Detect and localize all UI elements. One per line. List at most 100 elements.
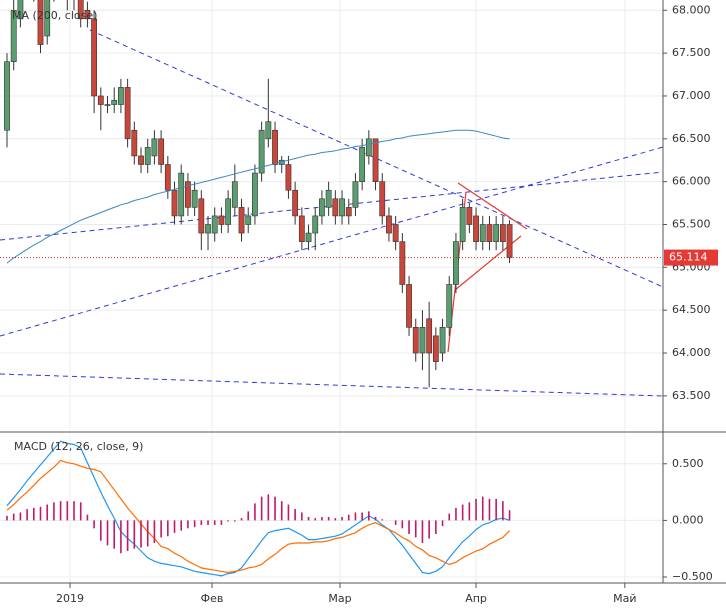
candle-body [473,215,479,242]
histogram-bar [401,520,404,529]
histogram-bar [495,498,497,521]
candle-body [272,129,278,165]
histogram-bar [368,511,370,521]
candle-body [211,215,218,234]
histogram-bar [53,502,55,521]
candle-body [151,138,158,157]
histogram-bar [153,520,156,544]
candle-body [292,189,299,217]
candle-body [104,104,111,106]
candle-body [158,138,165,165]
histogram-bar [441,520,444,527]
histogram-bar [428,520,430,539]
candle-body [205,224,211,234]
histogram-bar [394,520,397,525]
candle-body [365,138,372,157]
histogram-bar [408,520,410,534]
candle-body [446,284,453,328]
trend-line [89,29,663,288]
candle-body [185,181,191,208]
candle-body [252,172,258,217]
histogram-bar [381,519,384,521]
histogram-bar [73,501,75,521]
histogram-bar [173,520,176,533]
candle-body [392,224,399,242]
candle-body [178,172,185,217]
histogram-bar [347,514,350,521]
candle-body [372,138,379,182]
candle-body [493,224,500,242]
histogram-bar [374,517,377,521]
candle-body [218,215,225,225]
y-tick-label: 65.500 [672,217,711,230]
histogram-bar [126,520,129,551]
candle-body [231,181,238,208]
y-tick-label: 63.500 [672,389,711,402]
candle-body [319,198,325,217]
histogram-bar [435,520,437,534]
histogram-bar [481,496,484,521]
candle-body [4,61,10,131]
candle-body [144,147,151,165]
y-tick-label: 66.000 [672,175,711,188]
candle-body [406,284,412,328]
histogram-bar [421,520,424,544]
candle-body [37,0,44,45]
histogram-bar [260,496,263,521]
histogram-bar [361,512,363,521]
candle-body [479,224,486,242]
price-pane [0,0,663,397]
candle-body [285,164,292,191]
last-price-label: 65.114 [669,251,708,264]
histogram-bar [414,520,417,538]
y-tick-label: 67.500 [672,46,711,59]
trend-line [0,146,663,337]
candle-body [506,224,513,258]
histogram-bar [113,520,116,549]
histogram-bar [79,502,82,521]
histogram-bar [193,520,196,528]
histogram-bar [167,520,169,537]
histogram-bar [307,517,310,521]
histogram-bar [86,514,89,521]
grid-layer [0,0,663,583]
histogram-bar [146,520,149,547]
macd-pane [6,440,511,577]
histogram-bar [287,504,290,521]
y-tick-label: 0.500 [672,457,704,470]
histogram-bar [468,502,471,521]
histogram-bar [33,507,35,521]
candle-body [225,198,232,225]
candle-body [379,181,386,217]
candle-body [332,198,339,217]
histogram-bar [280,501,283,521]
macd-line [6,440,510,577]
histogram-bar [267,494,270,521]
histogram-bar [274,496,276,521]
candle-body [419,327,426,354]
histogram-bar [475,498,477,521]
triangle-line [457,182,528,230]
candle-body [124,87,131,140]
histogram-bar [66,501,69,521]
macd-label: MACD (12, 26, close, 9) [14,440,143,453]
candle-body [305,232,312,242]
y-tick-label: 67.000 [672,89,711,102]
candle-body [84,9,91,20]
histogram-bar [301,512,303,521]
ma-line [6,129,510,264]
candle-body [439,327,446,354]
candle-body [312,215,319,234]
candle-body [91,18,98,97]
candle-body [265,121,272,140]
y-tick-label: 64.000 [672,346,711,359]
histogram-bar [180,520,183,531]
candle-body [191,189,198,208]
candle-body [453,241,459,285]
candle-body [359,147,366,182]
histogram-bar [12,513,15,521]
candle-body [138,155,144,165]
histogram-bar [140,520,142,548]
histogram-bar [39,506,42,521]
